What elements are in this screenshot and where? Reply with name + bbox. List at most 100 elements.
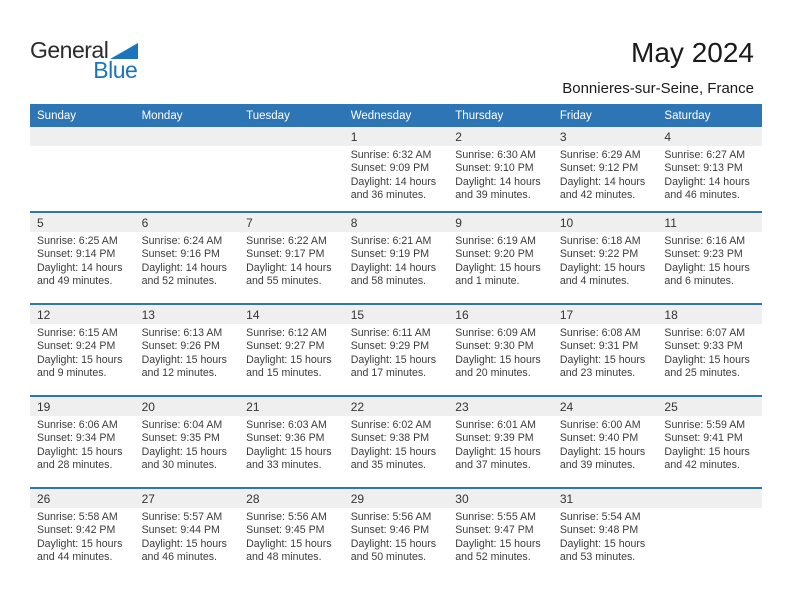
day-number-band bbox=[134, 127, 240, 146]
daylight-text: Daylight: 15 hours and 12 minutes. bbox=[141, 353, 227, 380]
sunrise-text: Sunrise: 6:19 AM bbox=[455, 235, 536, 247]
day-info: Sunrise: 6:29 AM Sunset: 9:12 PM Dayligh… bbox=[553, 146, 658, 203]
day-info: Sunrise: 6:13 AM Sunset: 9:26 PM Dayligh… bbox=[135, 324, 240, 381]
day-cell: 29 Sunrise: 5:56 AM Sunset: 9:46 PM Dayl… bbox=[343, 489, 449, 579]
sunrise-text: Sunrise: 6:22 AM bbox=[246, 235, 327, 247]
sunset-text: Sunset: 9:40 PM bbox=[559, 432, 639, 445]
day-info: Sunrise: 6:19 AM Sunset: 9:20 PM Dayligh… bbox=[448, 232, 553, 289]
day-cell: 6 Sunrise: 6:24 AM Sunset: 9:16 PM Dayli… bbox=[134, 213, 240, 303]
daylight-text: Daylight: 14 hours and 49 minutes. bbox=[37, 261, 123, 288]
sunrise-text: Sunrise: 6:29 AM bbox=[559, 149, 641, 161]
sunset-text: Sunset: 9:27 PM bbox=[246, 340, 325, 353]
day-cell: 8 Sunrise: 6:21 AM Sunset: 9:19 PM Dayli… bbox=[343, 213, 449, 303]
daylight-text: Daylight: 15 hours and 39 minutes. bbox=[559, 445, 646, 472]
sunrise-text: Sunrise: 6:07 AM bbox=[664, 327, 746, 339]
day-number-band: 5 bbox=[30, 213, 135, 232]
sunset-text: Sunset: 9:34 PM bbox=[37, 432, 116, 445]
day-cell: 3 Sunrise: 6:29 AM Sunset: 9:12 PM Dayli… bbox=[552, 127, 658, 211]
sunset-text: Sunset: 9:26 PM bbox=[141, 340, 220, 353]
sunrise-text: Sunrise: 6:03 AM bbox=[246, 419, 327, 431]
weekday-header-saturday: Saturday bbox=[664, 109, 711, 122]
day-info: Sunrise: 5:55 AM Sunset: 9:47 PM Dayligh… bbox=[448, 508, 553, 565]
day-cell: 15 Sunrise: 6:11 AM Sunset: 9:29 PM Dayl… bbox=[343, 305, 449, 395]
daylight-text: Daylight: 15 hours and 44 minutes. bbox=[37, 537, 123, 564]
day-info: Sunrise: 6:25 AM Sunset: 9:14 PM Dayligh… bbox=[30, 232, 135, 289]
day-number-band: 2 bbox=[448, 127, 553, 146]
daylight-text: Daylight: 14 hours and 36 minutes. bbox=[350, 175, 437, 202]
day-number-band: 29 bbox=[343, 489, 449, 508]
day-cell: 1 Sunrise: 6:32 AM Sunset: 9:09 PM Dayli… bbox=[343, 127, 449, 211]
date-label: 23 bbox=[455, 399, 469, 414]
date-label: 28 bbox=[246, 491, 260, 506]
day-cell: 7 Sunrise: 6:22 AM Sunset: 9:17 PM Dayli… bbox=[239, 213, 344, 303]
day-info: Sunrise: 5:57 AM Sunset: 9:44 PM Dayligh… bbox=[135, 508, 240, 565]
sunset-text: Sunset: 9:48 PM bbox=[559, 524, 639, 537]
daylight-text: Daylight: 15 hours and 52 minutes. bbox=[455, 537, 541, 564]
day-number-band: 19 bbox=[30, 397, 135, 416]
logo-triangle-icon bbox=[110, 43, 139, 59]
sunrise-text: Sunrise: 5:56 AM bbox=[246, 511, 327, 523]
daylight-text: Daylight: 15 hours and 17 minutes. bbox=[350, 353, 437, 380]
day-cell: 18 Sunrise: 6:07 AM Sunset: 9:33 PM Dayl… bbox=[657, 305, 762, 395]
day-number-band: 13 bbox=[134, 305, 240, 324]
sunrise-text: Sunrise: 5:55 AM bbox=[455, 511, 536, 523]
daylight-text: Daylight: 15 hours and 33 minutes. bbox=[246, 445, 332, 472]
day-number-band: 11 bbox=[657, 213, 762, 232]
day-info: Sunrise: 6:09 AM Sunset: 9:30 PM Dayligh… bbox=[448, 324, 553, 381]
sunset-text: Sunset: 9:09 PM bbox=[350, 162, 430, 175]
sunrise-text: Sunrise: 6:06 AM bbox=[37, 419, 118, 431]
day-info: Sunrise: 6:12 AM Sunset: 9:27 PM Dayligh… bbox=[239, 324, 344, 381]
date-label: 5 bbox=[37, 215, 44, 230]
sunset-text: Sunset: 9:17 PM bbox=[246, 248, 325, 261]
day-info: Sunrise: 6:11 AM Sunset: 9:29 PM Dayligh… bbox=[344, 324, 449, 381]
sunrise-text: Sunrise: 6:25 AM bbox=[37, 235, 118, 247]
sunset-text: Sunset: 9:29 PM bbox=[350, 340, 430, 353]
day-info bbox=[30, 146, 135, 149]
day-cell: 23 Sunrise: 6:01 AM Sunset: 9:39 PM Dayl… bbox=[448, 397, 553, 487]
daylight-text: Daylight: 14 hours and 42 minutes. bbox=[559, 175, 646, 202]
weekday-header-wednesday: Wednesday bbox=[350, 109, 412, 122]
day-cell: 27 Sunrise: 5:57 AM Sunset: 9:44 PM Dayl… bbox=[134, 489, 240, 579]
day-number-band: 14 bbox=[239, 305, 344, 324]
empty-day-cell bbox=[30, 127, 135, 211]
day-number-band: 16 bbox=[448, 305, 553, 324]
logo-line1: General bbox=[30, 38, 139, 62]
sunset-text: Sunset: 9:20 PM bbox=[455, 248, 534, 261]
day-number-band bbox=[239, 127, 344, 146]
day-cell: 28 Sunrise: 5:56 AM Sunset: 9:45 PM Dayl… bbox=[239, 489, 344, 579]
date-label: 19 bbox=[37, 399, 51, 414]
day-number-band: 31 bbox=[552, 489, 658, 508]
day-info: Sunrise: 5:56 AM Sunset: 9:46 PM Dayligh… bbox=[344, 508, 449, 565]
daylight-text: Daylight: 15 hours and 1 minute. bbox=[455, 261, 541, 288]
sunrise-text: Sunrise: 6:32 AM bbox=[350, 149, 432, 161]
daylight-text: Daylight: 15 hours and 23 minutes. bbox=[559, 353, 646, 380]
weekday-header-tuesday: Tuesday bbox=[246, 109, 290, 122]
date-label: 7 bbox=[246, 215, 253, 230]
sunrise-text: Sunrise: 6:16 AM bbox=[664, 235, 746, 247]
daylight-text: Daylight: 15 hours and 4 minutes. bbox=[559, 261, 646, 288]
day-cell: 21 Sunrise: 6:03 AM Sunset: 9:36 PM Dayl… bbox=[239, 397, 344, 487]
date-label: 21 bbox=[246, 399, 260, 414]
sunset-text: Sunset: 9:41 PM bbox=[664, 432, 743, 445]
day-info: Sunrise: 6:24 AM Sunset: 9:16 PM Dayligh… bbox=[135, 232, 240, 289]
day-info: Sunrise: 6:06 AM Sunset: 9:34 PM Dayligh… bbox=[30, 416, 135, 473]
day-number-band: 23 bbox=[448, 397, 553, 416]
sunrise-text: Sunrise: 6:00 AM bbox=[559, 419, 641, 431]
day-number-band: 1 bbox=[343, 127, 449, 146]
sunrise-text: Sunrise: 6:15 AM bbox=[37, 327, 118, 339]
weekday-header-sunday: Sunday bbox=[37, 109, 77, 122]
sunset-text: Sunset: 9:23 PM bbox=[664, 248, 743, 261]
day-number-band: 7 bbox=[239, 213, 344, 232]
day-number-band: 20 bbox=[134, 397, 240, 416]
sunrise-text: Sunrise: 6:12 AM bbox=[246, 327, 327, 339]
date-label: 30 bbox=[455, 491, 469, 506]
sunset-text: Sunset: 9:19 PM bbox=[350, 248, 430, 261]
sunrise-text: Sunrise: 5:57 AM bbox=[141, 511, 223, 523]
day-cell: 20 Sunrise: 6:04 AM Sunset: 9:35 PM Dayl… bbox=[134, 397, 240, 487]
day-info: Sunrise: 6:04 AM Sunset: 9:35 PM Dayligh… bbox=[135, 416, 240, 473]
daylight-text: Daylight: 14 hours and 58 minutes. bbox=[350, 261, 437, 288]
date-label: 12 bbox=[37, 307, 51, 322]
page-title: May 2024 bbox=[631, 37, 754, 68]
day-cell: 14 Sunrise: 6:12 AM Sunset: 9:27 PM Dayl… bbox=[239, 305, 344, 395]
